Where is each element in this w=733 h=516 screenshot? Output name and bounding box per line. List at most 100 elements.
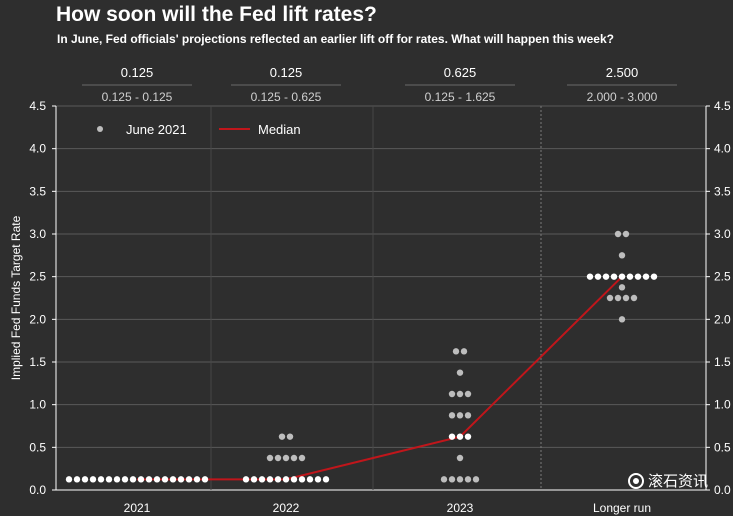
dot-point: [464, 390, 472, 398]
dot-point: [314, 476, 322, 483]
dot-point: [448, 476, 456, 483]
median-header-label: 0.625: [444, 65, 477, 80]
dot-point: [274, 476, 282, 483]
dot-point: [464, 412, 472, 419]
dot-point: [452, 348, 460, 355]
y-tick-label-left: 0.5: [29, 440, 46, 454]
y-tick-label-left: 1.5: [29, 355, 46, 369]
y-tick-label-left: 3.0: [29, 227, 46, 241]
legend-label-june-2021: June 2021: [126, 122, 187, 137]
dot-point: [185, 476, 193, 483]
dot-point: [258, 476, 266, 483]
y-tick-label-right: 0.5: [714, 440, 731, 454]
y-tick-label-left: 2.5: [29, 270, 46, 284]
range-header-label: 0.125 - 0.625: [251, 90, 322, 104]
dot-point: [472, 476, 480, 483]
x-category-label: 2022: [273, 501, 300, 515]
dot-point: [161, 476, 169, 483]
dot-point: [618, 316, 626, 323]
dot-point: [642, 273, 650, 280]
dot-point: [266, 454, 274, 462]
dot-point: [145, 476, 153, 483]
dot-point: [121, 476, 129, 483]
range-header-label: 2.000 - 3.000: [587, 90, 658, 104]
dot-point: [464, 433, 472, 440]
dot-point: [113, 476, 121, 483]
dot-point: [274, 454, 282, 462]
dot-point: [193, 476, 201, 483]
y-tick-label-left: 0.0: [29, 483, 46, 497]
dot-point: [290, 476, 298, 483]
dot-point: [614, 294, 622, 302]
dot-point: [618, 284, 626, 291]
dot-point: [153, 476, 161, 483]
dot-point: [626, 273, 634, 280]
dot-point: [242, 476, 250, 483]
dot-point: [322, 476, 330, 483]
dot-point: [618, 273, 626, 280]
median-header-label: 0.125: [121, 65, 154, 80]
dot-point: [456, 476, 464, 483]
dot-point: [456, 369, 464, 376]
dot-point: [622, 294, 630, 302]
dot-point: [456, 433, 464, 440]
y-tick-label-left: 4.0: [29, 142, 46, 156]
dot-point: [266, 476, 274, 483]
median-line: [137, 275, 623, 481]
y-tick-label-right: 3.0: [714, 227, 731, 241]
dot-point: [298, 454, 306, 462]
dot-point: [73, 476, 81, 483]
dot-point: [448, 433, 456, 440]
dot-point: [278, 433, 286, 440]
x-category-label: Longer run: [593, 501, 651, 515]
y-tick-label-right: 3.5: [714, 184, 731, 198]
dot-point: [610, 273, 618, 280]
legend-dot-marker: [97, 126, 103, 132]
y-tick-label-left: 4.5: [29, 99, 46, 113]
dot-point: [602, 273, 610, 280]
y-tick-label-right: 1.5: [714, 355, 731, 369]
dot-point: [298, 476, 306, 483]
dot-point: [201, 476, 209, 483]
watermark-label: 滚石资讯: [648, 472, 709, 490]
range-header-label: 0.125 - 0.125: [102, 90, 173, 104]
dot-point: [456, 454, 464, 462]
dot-point: [630, 294, 638, 302]
dot-point: [464, 476, 472, 483]
y-tick-label-left: 1.0: [29, 398, 46, 412]
y-axis-label: Implied Fed Funds Target Rate: [9, 215, 23, 380]
dot-point: [81, 476, 89, 483]
x-category-label: 2023: [447, 501, 474, 515]
range-header-label: 0.125 - 1.625: [425, 90, 496, 104]
y-tick-label-right: 2.0: [714, 312, 731, 326]
chart-subtitle: In June, Fed officials' projections refl…: [57, 32, 614, 46]
dot-point: [89, 476, 97, 483]
dot-point: [456, 390, 464, 398]
dot-point: [634, 273, 642, 280]
median-header-label: 0.125: [270, 65, 303, 80]
dot-point: [448, 390, 456, 398]
dot-point: [594, 273, 602, 280]
dot-point: [440, 476, 448, 483]
y-tick-label-right: 2.5: [714, 270, 731, 284]
dot-point: [177, 476, 185, 483]
dot-point: [137, 476, 145, 483]
y-tick-label-right: 0.0: [714, 483, 731, 497]
dot-point: [460, 348, 468, 355]
dot-point: [282, 454, 290, 462]
dot-point: [250, 476, 258, 483]
dot-point: [97, 476, 105, 483]
dot-point: [606, 294, 614, 302]
dots-group: [65, 230, 658, 483]
x-category-label: 2021: [124, 501, 151, 515]
dot-point: [448, 412, 456, 419]
watermark: 滚石资讯: [628, 470, 708, 491]
dot-point: [306, 476, 314, 483]
y-tick-label-right: 1.0: [714, 398, 731, 412]
median-header-label: 2.500: [606, 65, 639, 80]
chart-title: How soon will the Fed lift rates?: [56, 3, 377, 26]
dot-point: [129, 476, 137, 483]
y-tick-label-right: 4.0: [714, 142, 731, 156]
y-tick-label-left: 2.0: [29, 312, 46, 326]
